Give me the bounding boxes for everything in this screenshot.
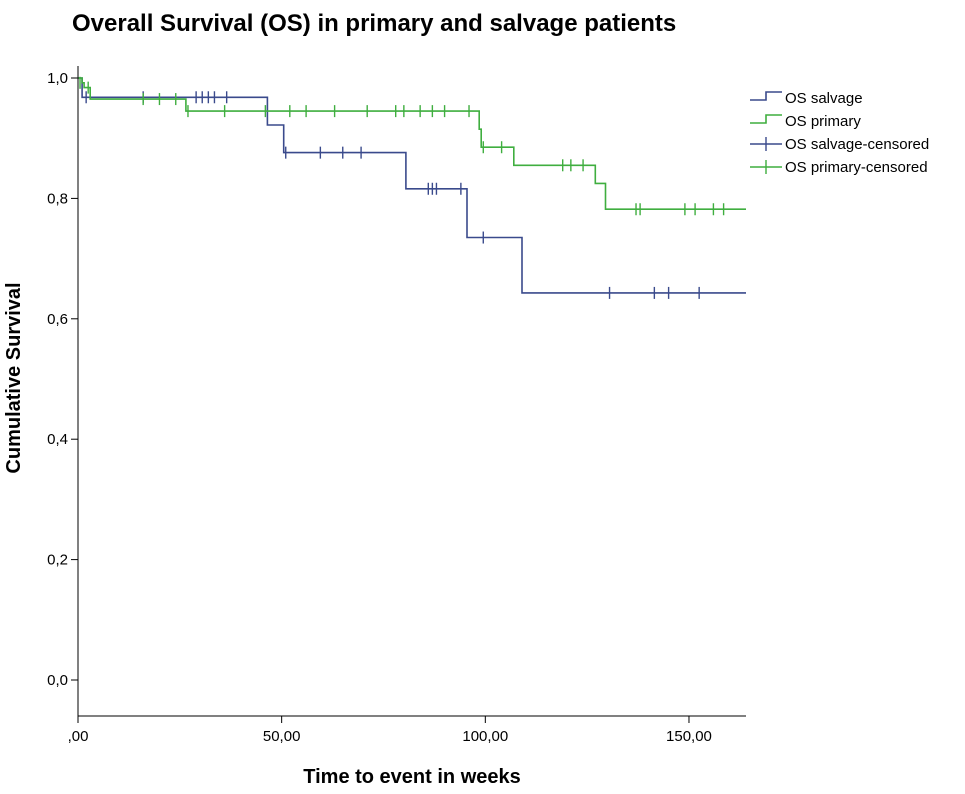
legend-swatch-line [750,91,782,101]
series-line-primary [78,77,746,210]
legend-label: OS primary [785,113,861,130]
legend-label: OS salvage-censored [785,136,929,153]
legend-label: OS primary-censored [785,159,928,176]
y-axis-label: Cumulative Survival [3,282,25,473]
x-tick-label: 100,00 [462,728,508,745]
x-axis-label: Time to event in weeks [303,766,521,788]
y-tick-label: 0,0 [47,672,68,689]
legend-label: OS salvage [785,90,863,107]
x-tick-label: 150,00 [666,728,712,745]
legend: OS salvage OS primary OS salvage-censored O… [750,90,929,176]
x-tick-label: ,00 [68,728,89,745]
series-layer [78,76,746,299]
chart-title: Overall Survival (OS) in primary and sal… [72,10,677,37]
y-tick-label: 1,0 [47,70,68,87]
axes [77,66,746,717]
x-tick-label: 50,00 [263,728,301,745]
y-tick-label: 0,2 [47,552,68,569]
y-tick-label: 0,4 [47,431,68,448]
legend-swatch-line [750,114,782,124]
series-line-salvage [78,77,746,294]
y-tick-label: 0,6 [47,311,68,328]
ticks: 0,0 0,2 0,4 0,6 0,8 1,0 ,00 50,00 100,00 150,00 [47,70,712,745]
y-tick-label: 0,8 [47,190,68,207]
